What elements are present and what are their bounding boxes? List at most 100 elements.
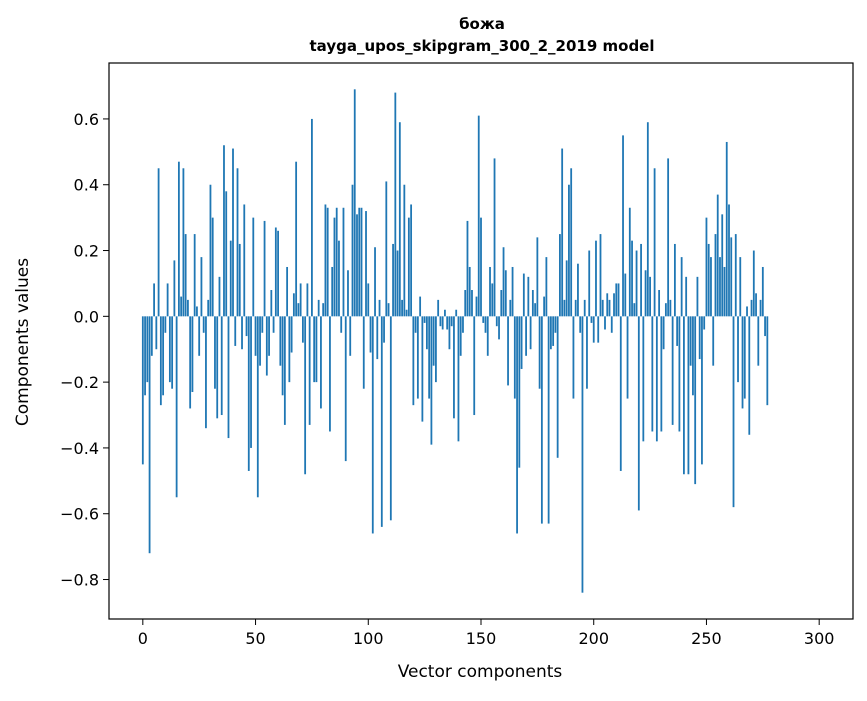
bar (624, 273, 627, 317)
bar (525, 316, 527, 356)
bar (196, 306, 198, 317)
bar (277, 230, 279, 317)
bar (482, 316, 485, 323)
bar (455, 309, 458, 317)
bar (259, 316, 261, 366)
bar (356, 214, 358, 317)
bar (286, 266, 289, 317)
bar (671, 316, 674, 425)
bar (446, 316, 449, 330)
bar (554, 316, 557, 333)
bar (529, 316, 532, 350)
bar (561, 148, 564, 317)
bar (664, 303, 667, 317)
bar (579, 316, 582, 333)
bar (238, 243, 241, 317)
bar (306, 283, 309, 317)
bar (500, 290, 503, 317)
bar (236, 168, 239, 317)
y-tick-label: 0.2 (74, 242, 99, 261)
bar (252, 217, 255, 317)
bar (678, 316, 681, 432)
bar (586, 316, 588, 389)
bar (175, 316, 178, 498)
bar (590, 316, 593, 323)
bar (241, 316, 243, 350)
bar (164, 316, 167, 333)
bar (453, 316, 455, 419)
bar (437, 299, 440, 317)
bar (588, 250, 591, 317)
bar (261, 316, 264, 333)
bar (701, 316, 703, 465)
bar (331, 266, 334, 317)
bar (329, 316, 331, 432)
bar (220, 316, 223, 416)
bar (304, 316, 307, 475)
bar (536, 237, 539, 317)
bar (511, 266, 514, 317)
bar (462, 316, 464, 333)
bar (545, 257, 548, 317)
bar (707, 243, 710, 317)
y-tick-label: −0.6 (60, 505, 99, 524)
bar (141, 316, 144, 465)
bar (734, 234, 737, 317)
bar (761, 266, 764, 317)
bar (394, 92, 397, 317)
bar (491, 283, 494, 317)
bar (214, 316, 216, 389)
bar (144, 316, 146, 396)
bar (673, 243, 676, 317)
bar (676, 316, 679, 346)
bar (223, 145, 225, 317)
bar (613, 293, 615, 317)
bar (457, 316, 460, 442)
bar (568, 184, 570, 317)
bar (489, 266, 491, 317)
chart-title: божа (459, 15, 505, 33)
bar (513, 316, 516, 399)
bar (444, 309, 446, 317)
bar (710, 257, 712, 317)
bar (430, 316, 433, 445)
bar (193, 234, 196, 317)
y-tick-label: 0.6 (74, 110, 99, 129)
bar (367, 283, 370, 317)
bar (335, 207, 338, 317)
bar (601, 299, 604, 317)
bar (290, 316, 293, 353)
bar (225, 191, 228, 317)
bar (543, 296, 546, 317)
bar (705, 217, 708, 317)
bar (256, 316, 259, 498)
bar (520, 316, 523, 369)
bar (148, 316, 151, 554)
bar (658, 290, 661, 317)
bar (468, 266, 471, 317)
bar (383, 316, 385, 343)
bar (159, 316, 162, 406)
bar (207, 299, 210, 317)
bar (295, 161, 298, 317)
bar (184, 234, 187, 317)
bar (439, 316, 442, 327)
bar (477, 115, 480, 317)
bar (268, 316, 270, 356)
bar (414, 316, 417, 333)
bar (527, 276, 530, 317)
bar (182, 168, 185, 317)
bar (423, 316, 426, 323)
bar (421, 316, 424, 422)
bar (435, 316, 437, 383)
bar (403, 184, 406, 317)
bar (229, 240, 232, 317)
bar (471, 290, 473, 317)
bar (428, 316, 431, 399)
bar (211, 217, 214, 317)
bar (757, 316, 760, 366)
bar (205, 316, 207, 429)
bar (250, 316, 252, 448)
bar (608, 299, 611, 317)
bar (721, 214, 724, 317)
